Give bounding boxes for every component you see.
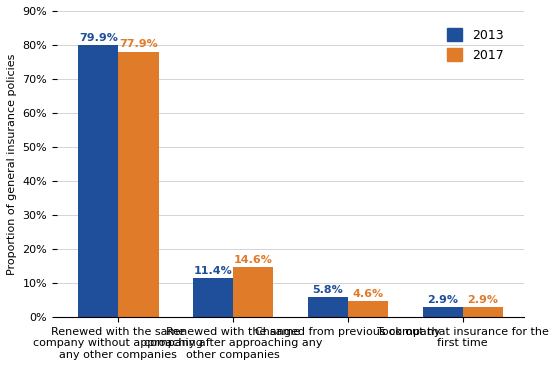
Text: 2.9%: 2.9%: [468, 295, 498, 305]
Text: 77.9%: 77.9%: [119, 39, 158, 50]
Legend: 2013, 2017: 2013, 2017: [442, 23, 508, 67]
Bar: [308, 297, 348, 317]
Text: 5.8%: 5.8%: [312, 285, 343, 295]
Bar: [78, 45, 118, 317]
Bar: [118, 52, 158, 317]
Bar: [233, 268, 273, 317]
Bar: [193, 278, 233, 317]
Text: 11.4%: 11.4%: [194, 266, 232, 276]
Bar: [423, 307, 463, 317]
Text: 4.6%: 4.6%: [352, 289, 384, 299]
Bar: [348, 301, 388, 317]
Bar: [463, 307, 503, 317]
Text: 14.6%: 14.6%: [234, 255, 273, 265]
Text: 79.9%: 79.9%: [79, 33, 118, 43]
Y-axis label: Proportion of general insurance policies: Proportion of general insurance policies: [7, 53, 17, 275]
Text: 2.9%: 2.9%: [427, 295, 458, 305]
